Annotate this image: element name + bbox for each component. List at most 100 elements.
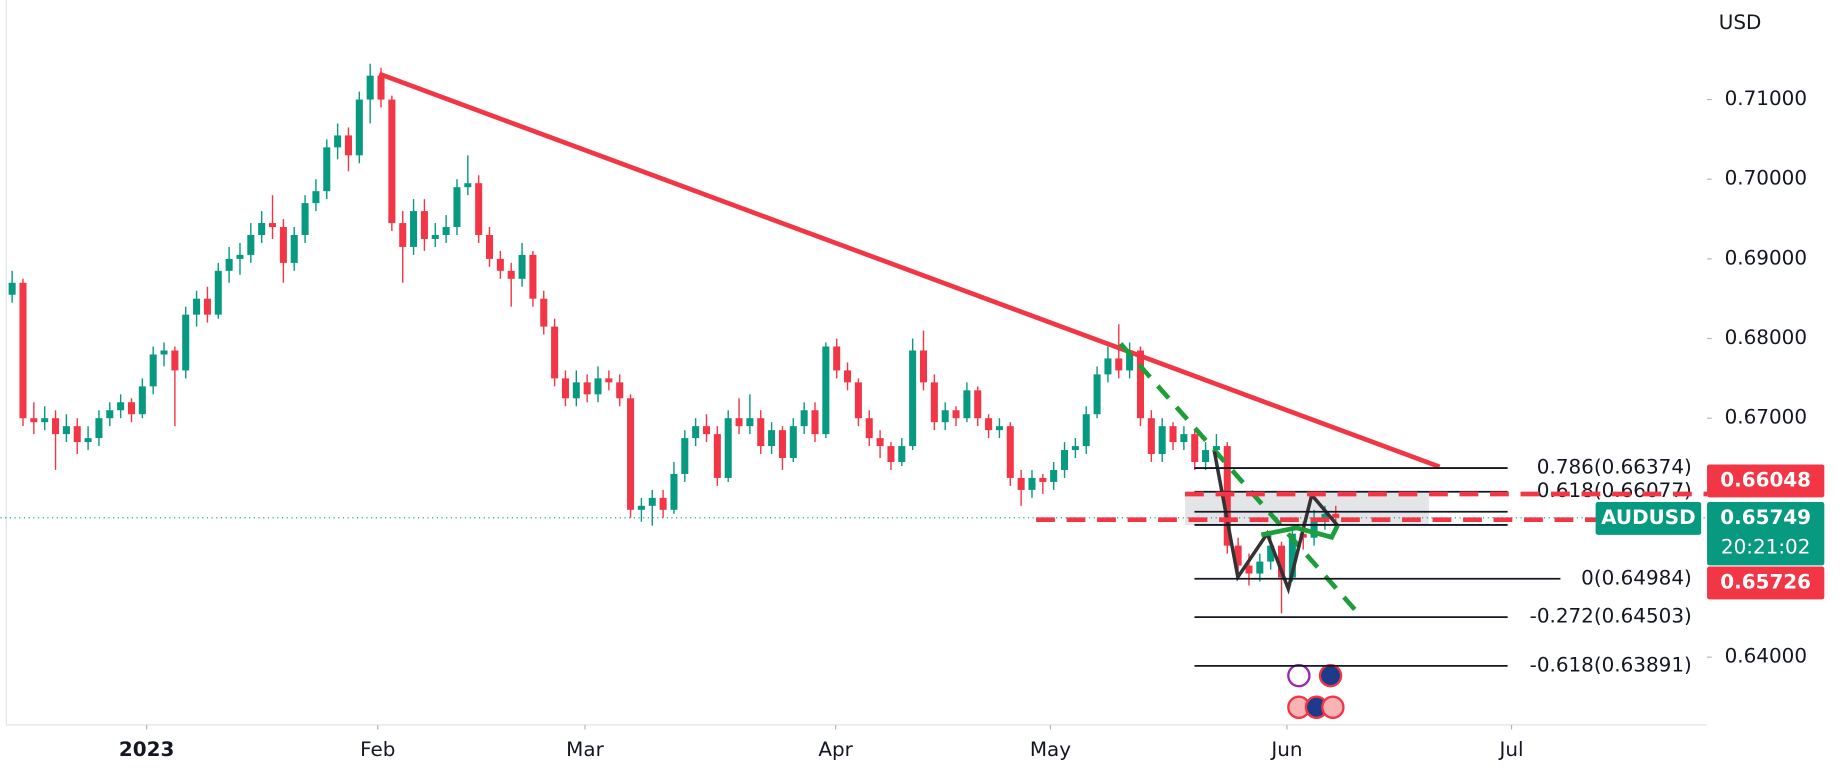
candle-body <box>844 370 852 383</box>
candle-body <box>258 223 266 235</box>
candle-body <box>485 234 494 259</box>
candle-body <box>410 211 418 247</box>
candle-body <box>865 418 873 439</box>
labels: 0.71000 0.70000 0.69000 0.68000 0.67000 0.640… <box>119 87 1825 761</box>
candle-body <box>475 183 483 235</box>
candle-body <box>702 426 711 435</box>
y-tick-label: 0.68000 <box>1725 326 1807 349</box>
candle-body <box>1267 545 1275 562</box>
fib-label: 0.618(0.66077) <box>1537 479 1692 502</box>
candle-body <box>19 282 27 419</box>
candle-body <box>127 402 136 415</box>
y-tick-label: 0.70000 <box>1725 167 1807 190</box>
candle-body <box>117 402 125 411</box>
x-tick-label: Jul <box>1498 738 1524 761</box>
candle-body <box>214 270 222 315</box>
candle-body <box>551 326 559 379</box>
y-tick-label: 0.67000 <box>1725 406 1807 429</box>
candle-body <box>1180 434 1188 443</box>
candle-body <box>377 75 385 100</box>
candle-body <box>8 282 16 295</box>
candle-body <box>648 497 656 506</box>
candle-body <box>247 234 255 255</box>
flag-icon[interactable] <box>1321 695 1345 720</box>
candle-body <box>1071 446 1079 451</box>
candle-body <box>225 258 233 271</box>
candle-body <box>1093 374 1101 415</box>
candle-body <box>507 270 515 279</box>
y-tick-label: 0.69000 <box>1725 246 1807 269</box>
trend-line <box>378 71 1441 470</box>
candle-body <box>540 298 548 327</box>
candle-body <box>95 418 103 439</box>
candle-body <box>290 234 298 263</box>
candle-body <box>952 410 960 419</box>
candle-body <box>637 505 645 510</box>
candle-body <box>518 254 526 279</box>
candle-body <box>1126 350 1134 371</box>
candle-body <box>138 386 146 415</box>
candle-body <box>627 398 635 510</box>
price-tag-label: 0.65749 <box>1720 506 1811 529</box>
candle-body <box>399 223 407 247</box>
pattern-line <box>1260 524 1340 540</box>
candle-body <box>171 350 179 371</box>
candle-body <box>746 418 754 427</box>
candle-body <box>713 434 721 478</box>
x-tick-label: 2023 <box>119 738 174 761</box>
candle-body <box>106 410 114 419</box>
candle-body <box>334 135 342 148</box>
candle-body <box>583 382 591 395</box>
candle-body <box>1006 426 1014 478</box>
candle-body <box>800 410 808 427</box>
x-tick-label: May <box>1030 738 1071 761</box>
candle-body <box>193 298 201 315</box>
event-icon[interactable] <box>1287 663 1311 688</box>
candle-body <box>1028 477 1036 490</box>
candle-body <box>822 346 830 435</box>
candle-body <box>561 378 569 399</box>
candle-body <box>594 378 602 395</box>
candle-body <box>670 473 678 510</box>
candle-body <box>572 382 580 399</box>
candle-body <box>1202 450 1210 463</box>
candle-body <box>52 418 60 435</box>
candle-body <box>442 227 450 235</box>
candles <box>8 63 1340 614</box>
candle-body <box>1310 517 1318 538</box>
candle-body <box>692 426 700 439</box>
candle-body <box>355 99 363 156</box>
candle-body <box>149 354 157 387</box>
candle-body <box>1082 414 1090 447</box>
x-tick-label: Mar <box>566 738 604 761</box>
candle-body <box>1061 450 1069 470</box>
candle-body <box>1050 469 1058 482</box>
candle-body <box>62 426 70 435</box>
candle-body <box>768 430 776 447</box>
candle-body <box>323 147 331 192</box>
candle-body <box>995 426 1003 431</box>
candle-body <box>312 191 320 204</box>
fib-label: -0.272(0.64503) <box>1530 605 1692 628</box>
countdown-label: 20:21:02 <box>1721 535 1810 558</box>
flag-icon[interactable] <box>1318 663 1343 688</box>
candle-body <box>941 410 949 423</box>
candle-body <box>919 350 928 383</box>
candle-body <box>930 382 938 423</box>
candle-body <box>963 390 971 419</box>
candle-body <box>681 438 689 474</box>
candle-body <box>453 187 461 228</box>
candle-body <box>1256 561 1264 574</box>
x-tick-label: Apr <box>818 738 853 761</box>
candle-body <box>1039 477 1047 482</box>
candle-body <box>236 254 244 259</box>
x-tick-label: Feb <box>360 738 395 761</box>
candle-body <box>735 418 743 427</box>
candle-body <box>1147 418 1155 455</box>
candle-body <box>1191 434 1199 463</box>
candle-body <box>854 382 862 419</box>
candle-body <box>1278 545 1286 578</box>
candle-body <box>1017 477 1025 490</box>
candle-body <box>1169 426 1177 443</box>
